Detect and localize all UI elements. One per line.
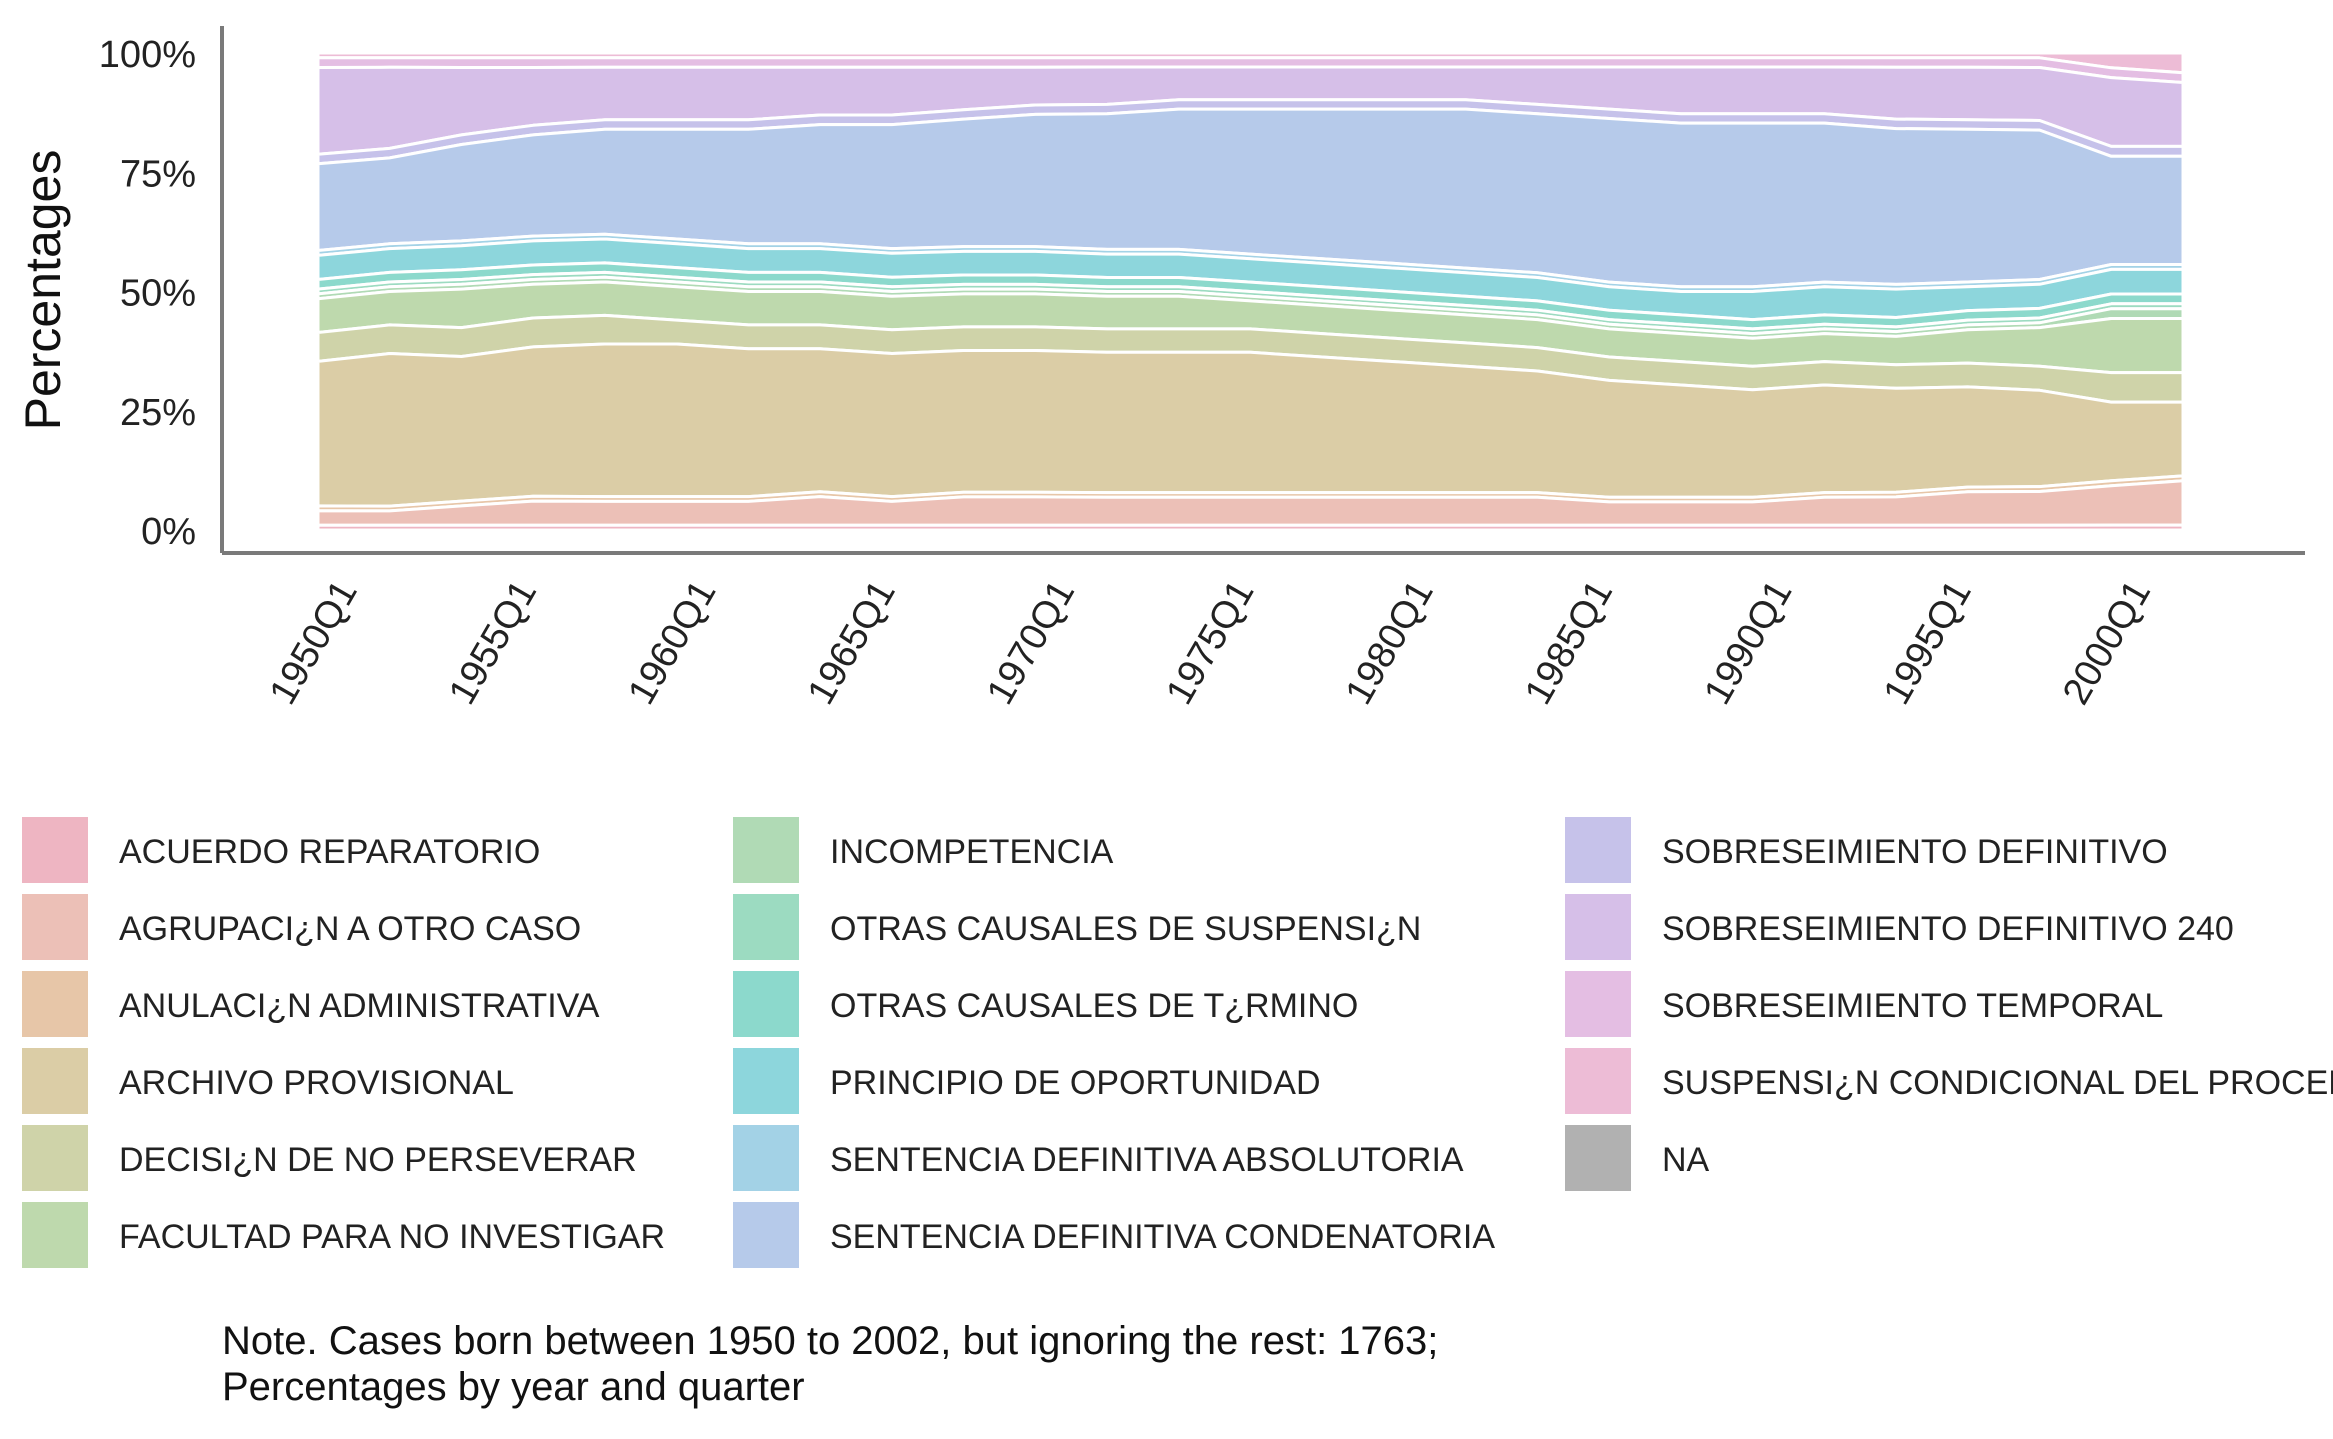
legend-item: ANULACI¿N ADMINISTRATIVA	[22, 971, 600, 1037]
legend-label: SENTENCIA DEFINITIVA CONDENATORIA	[830, 1218, 1495, 1256]
legend-swatch	[733, 1048, 799, 1114]
area-layers	[316, 51, 2185, 532]
legend-item: SENTENCIA DEFINITIVA CONDENATORIA	[733, 1202, 1495, 1268]
legend-item: ARCHIVO PROVISIONAL	[22, 1048, 514, 1114]
x-tick-label: 1980Q1	[1338, 574, 1442, 712]
x-tick-label: 1955Q1	[441, 574, 545, 712]
legend-label: ARCHIVO PROVISIONAL	[119, 1064, 514, 1102]
legend-swatch	[22, 971, 88, 1037]
legend-item: SOBRESEIMIENTO DEFINITIVO	[1565, 817, 2168, 883]
footnote-line-1: Note. Cases born between 1950 to 2002, b…	[222, 1319, 1439, 1363]
legend-swatch	[733, 1125, 799, 1191]
x-tick-label: 1970Q1	[979, 574, 1083, 712]
legend-label: OTRAS CAUSALES DE T¿RMINO	[830, 987, 1358, 1025]
legend: ACUERDO REPARATORIO AGRUPACI¿N A OTRO CAS…	[22, 817, 2333, 1268]
legend-swatch	[1565, 894, 1631, 960]
y-tick-label: 75%	[120, 153, 196, 195]
legend-label: PRINCIPIO DE OPORTUNIDAD	[830, 1064, 1321, 1102]
legend-item: SENTENCIA DEFINITIVA ABSOLUTORIA	[733, 1125, 1464, 1191]
legend-item: AGRUPACI¿N A OTRO CASO	[22, 894, 581, 960]
legend-swatch	[733, 817, 799, 883]
y-tick-label: 25%	[120, 392, 196, 434]
legend-swatch	[22, 1048, 88, 1114]
legend-label: ANULACI¿N ADMINISTRATIVA	[119, 987, 600, 1025]
legend-item: INCOMPETENCIA	[733, 817, 1114, 883]
legend-swatch	[733, 1202, 799, 1268]
legend-swatch	[22, 1125, 88, 1191]
legend-label: NA	[1662, 1141, 1710, 1179]
x-tick-label: 1975Q1	[1158, 574, 1262, 712]
legend-label: SUSPENSI¿N CONDICIONAL DEL PROCEDIMIENTO	[1662, 1064, 2333, 1102]
legend-item: OTRAS CAUSALES DE SUSPENSI¿N	[733, 894, 1421, 960]
legend-item: SOBRESEIMIENTO TEMPORAL	[1565, 971, 2163, 1037]
legend-label: DECISI¿N DE NO PERSEVERAR	[119, 1141, 637, 1179]
x-tick-labels: 1950Q1 1955Q1 1960Q1 1965Q1 1970Q1 1975Q1 1980…	[262, 574, 2159, 712]
y-tick-labels: 0% 25% 50% 75% 100%	[99, 34, 196, 553]
legend-swatch	[22, 817, 88, 883]
y-axis-title: Percentages	[15, 150, 71, 431]
legend-item: PRINCIPIO DE OPORTUNIDAD	[733, 1048, 1321, 1114]
x-tick-label: 1960Q1	[620, 574, 724, 712]
y-tick-label: 100%	[99, 34, 196, 76]
x-tick-label: 1950Q1	[262, 574, 366, 712]
x-tick-label: 2000Q1	[2055, 574, 2159, 712]
x-tick-label: 1995Q1	[1876, 574, 1980, 712]
legend-swatch	[733, 971, 799, 1037]
area-acuerdo-reparatorio	[316, 523, 2185, 532]
x-tick-label: 1985Q1	[1517, 574, 1621, 712]
y-tick-label: 50%	[120, 273, 196, 315]
x-tick-label: 1990Q1	[1696, 574, 1800, 712]
legend-swatch	[1565, 1125, 1631, 1191]
legend-label: OTRAS CAUSALES DE SUSPENSI¿N	[830, 910, 1421, 948]
legend-item: ACUERDO REPARATORIO	[22, 817, 540, 883]
legend-swatch	[733, 894, 799, 960]
axes	[220, 26, 2305, 555]
legend-swatch	[1565, 1048, 1631, 1114]
legend-label: FACULTAD PARA NO INVESTIGAR	[119, 1218, 665, 1256]
legend-item: NA	[1565, 1125, 1710, 1191]
footnote: Note. Cases born between 1950 to 2002, b…	[222, 1318, 1438, 1410]
legend-label: AGRUPACI¿N A OTRO CASO	[119, 910, 581, 948]
legend-item: SOBRESEIMIENTO DEFINITIVO 240	[1565, 894, 2234, 960]
legend-label: ACUERDO REPARATORIO	[119, 833, 540, 871]
legend-label: SOBRESEIMIENTO TEMPORAL	[1662, 987, 2163, 1025]
legend-label: INCOMPETENCIA	[830, 833, 1114, 871]
legend-item: OTRAS CAUSALES DE T¿RMINO	[733, 971, 1358, 1037]
legend-label: SOBRESEIMIENTO DEFINITIVO	[1662, 833, 2168, 871]
legend-label: SOBRESEIMIENTO DEFINITIVO 240	[1662, 910, 2234, 948]
y-tick-label: 0%	[141, 511, 196, 553]
legend-item: SUSPENSI¿N CONDICIONAL DEL PROCEDIMIENTO	[1565, 1048, 2333, 1114]
legend-swatch	[22, 1202, 88, 1268]
legend-swatch	[22, 894, 88, 960]
footnote-line-2: Percentages by year and quarter	[222, 1365, 805, 1409]
legend-swatch	[1565, 817, 1631, 883]
legend-label: SENTENCIA DEFINITIVA ABSOLUTORIA	[830, 1141, 1464, 1179]
legend-swatch	[1565, 971, 1631, 1037]
legend-item: DECISI¿N DE NO PERSEVERAR	[22, 1125, 637, 1191]
x-tick-label: 1965Q1	[800, 574, 904, 712]
legend-item: FACULTAD PARA NO INVESTIGAR	[22, 1202, 665, 1268]
